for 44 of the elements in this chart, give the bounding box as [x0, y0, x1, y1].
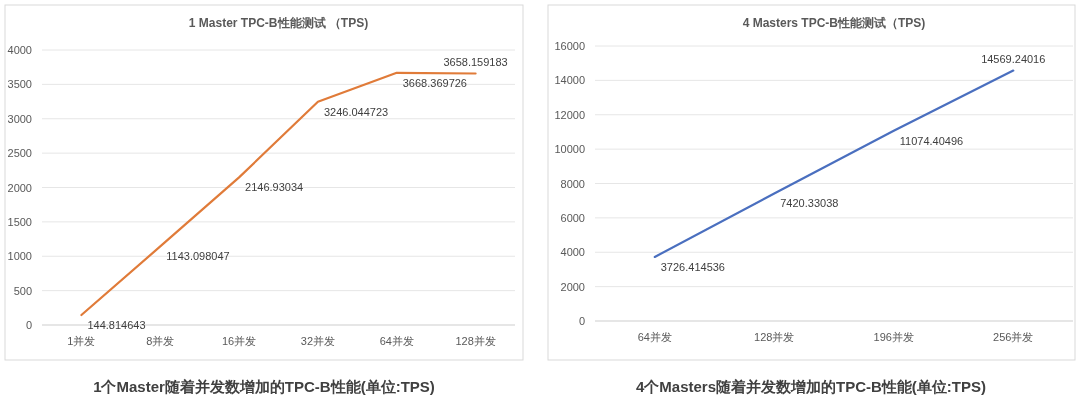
x-tick-label: 64并发	[637, 331, 672, 343]
x-tick-label: 32并发	[300, 335, 336, 347]
y-tick-label: 500	[13, 284, 32, 297]
y-tick-label: 3000	[7, 112, 32, 125]
line-series	[653, 69, 1015, 259]
x-tick-label: 16并发	[221, 335, 257, 347]
data-label: 3668.369726	[402, 76, 467, 89]
y-tick-label: 16000	[554, 40, 585, 52]
x-tick-label: 256并发	[993, 331, 1034, 343]
y-tick-label: 2500	[7, 147, 32, 160]
y-tick-label: 2000	[7, 181, 32, 194]
y-tick-label: 2000	[560, 280, 585, 293]
y-tick-label: 0	[578, 315, 585, 327]
data-label: 3658.159183	[443, 55, 508, 68]
x-tick-label: 128并发	[455, 335, 496, 347]
data-label: 11074.40496	[899, 134, 964, 147]
y-tick-label: 10000	[554, 143, 585, 156]
chart-title: 4 Masters TPC-B性能测试（TPS)	[742, 16, 926, 30]
y-tick-label: 4000	[560, 246, 585, 259]
data-label: 144.814643	[87, 319, 146, 332]
data-label: 3726.414536	[660, 260, 725, 273]
y-tick-label: 1500	[7, 215, 32, 228]
data-label: 2146.93034	[245, 181, 304, 194]
y-tick-label: 6000	[560, 211, 585, 224]
data-label: 14569.24016	[981, 52, 1046, 65]
line-series	[80, 71, 477, 317]
text: 4个Masters随着并发数增加的TPC-B性能(单位:TPS)	[635, 378, 987, 395]
x-tick-label: 64并发	[379, 335, 414, 347]
data-label: 7420.33038	[780, 197, 839, 210]
y-tick-label: 0	[25, 319, 32, 331]
y-tick-label: 1000	[7, 250, 32, 263]
x-tick-label: 1并发	[67, 335, 96, 347]
y-tick-label: 4000	[7, 44, 32, 56]
y-tick-label: 3500	[7, 78, 32, 91]
text: 1个Master随着并发数增加的TPC-B性能(单位:TPS)	[93, 378, 435, 395]
x-tick-label: 196并发	[873, 331, 914, 343]
x-tick-label: 128并发	[754, 331, 795, 343]
data-label: 3246.044723	[323, 105, 389, 118]
y-tick-label: 14000	[554, 74, 585, 87]
y-tick-label: 8000	[560, 177, 585, 190]
chart-title: 1 Master TPC-B性能测试 （TPS)	[188, 16, 369, 30]
y-tick-label: 12000	[554, 108, 585, 121]
x-tick-label: 8并发	[146, 335, 175, 347]
data-label: 1143.098047	[166, 250, 230, 263]
